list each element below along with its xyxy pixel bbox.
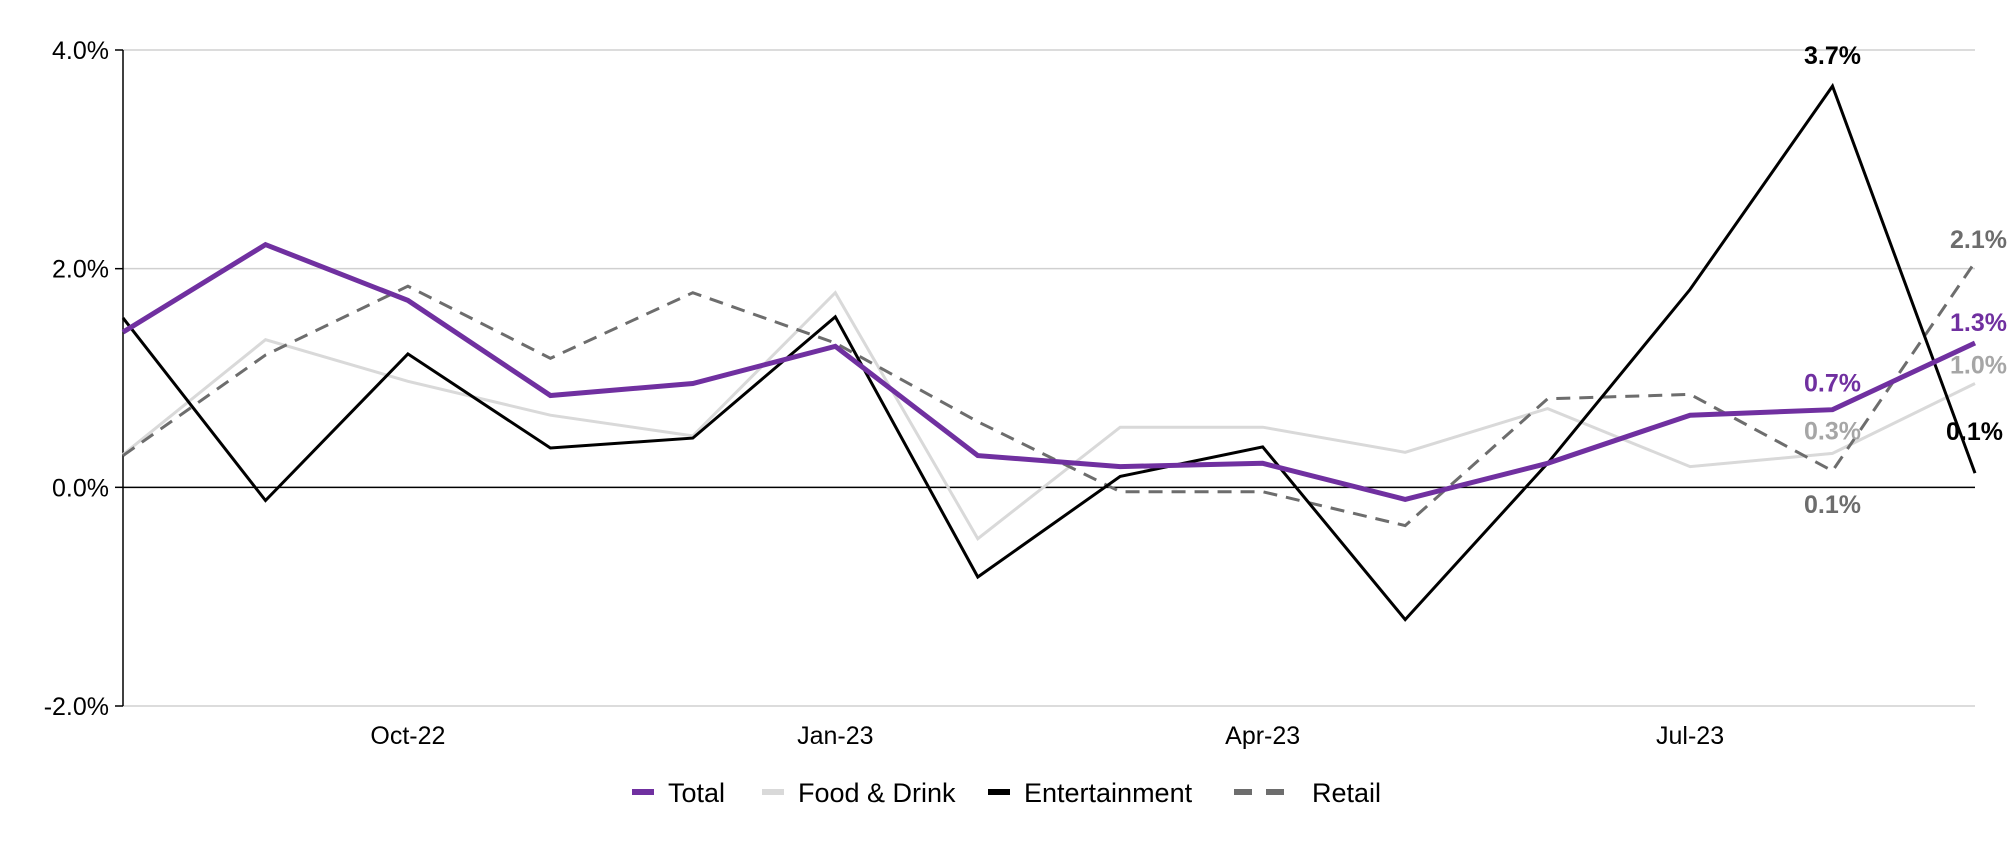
data-label-total-12: 0.7%: [1804, 370, 1861, 398]
y-tick-label: 2.0%: [52, 256, 109, 284]
legend-item-total: Total: [632, 778, 725, 808]
x-tick-label: Jan-23: [797, 722, 873, 750]
legend-label: Retail: [1312, 778, 1381, 808]
data-label-entertainment-12: 3.7%: [1804, 42, 1861, 70]
axes: [115, 49, 1975, 707]
x-tick-label: Apr-23: [1225, 722, 1300, 750]
legend-item-entertainment: Entertainment: [988, 778, 1193, 808]
legend-label: Total: [668, 778, 725, 808]
series-line-retail: [122, 261, 1977, 528]
y-tick-label: -2.0%: [44, 693, 109, 721]
y-tick-label: 0.0%: [52, 474, 109, 502]
series-line-entertainment: [121, 82, 1977, 622]
data-label-retail-12: 0.1%: [1804, 491, 1861, 519]
series-line-food-and-drink: [122, 290, 1976, 541]
series-lines: [121, 82, 1977, 622]
series-line-total: [121, 241, 1977, 502]
gridlines: [123, 49, 1975, 707]
x-tick-label: Jul-23: [1656, 722, 1724, 750]
data-label-total-13: 1.3%: [1950, 309, 2007, 337]
data-labels: 3.7% 0.1% 2.1% 1.3% 1.0% 0.7% 0.3% 0.1%: [1804, 42, 2007, 519]
data-label-food-and-drink-12: 0.3%: [1804, 417, 1861, 445]
y-tick-label: 4.0%: [52, 37, 109, 65]
legend-item-retail: Retail: [1234, 778, 1381, 808]
legend-label: Entertainment: [1024, 778, 1193, 808]
data-label-food-and-drink-13: 1.0%: [1950, 351, 2007, 379]
x-tick-label: Oct-22: [370, 722, 445, 750]
legend-item-food-and-drink: Food & Drink: [762, 778, 956, 808]
legend-label: Food & Drink: [798, 778, 956, 808]
data-label-entertainment-13: 0.1%: [1946, 418, 2003, 446]
legend: Total Food & Drink Entertainment Retail: [632, 778, 1381, 808]
x-axis-tick-labels: Oct-22 Jan-23 Apr-23 Jul-23: [370, 722, 1724, 750]
y-axis-tick-labels: 4.0% 2.0% 0.0% -2.0%: [44, 37, 109, 721]
data-label-retail-13: 2.1%: [1950, 226, 2007, 254]
